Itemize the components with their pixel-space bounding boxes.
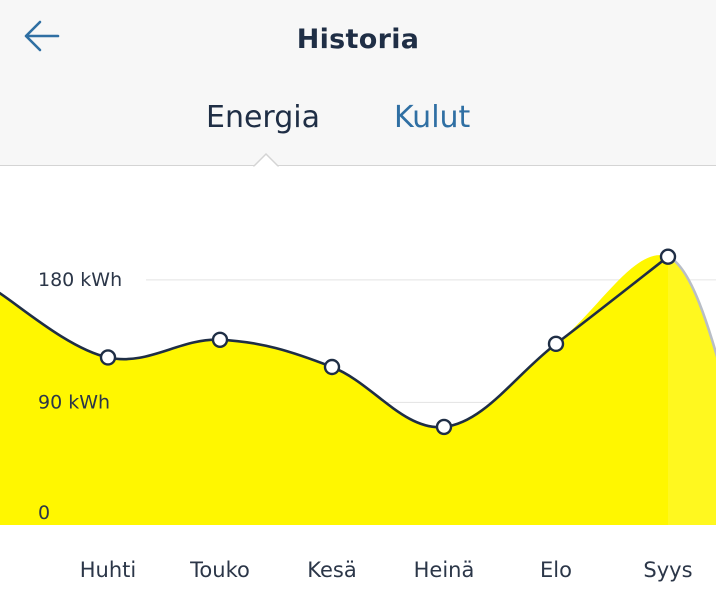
x-tick-label: Kesä bbox=[307, 558, 356, 582]
x-tick-label: Touko bbox=[189, 558, 250, 582]
arrow-left-icon bbox=[24, 20, 60, 52]
energy-chart: 0 90 kWh 180 kWh Huhti Touko Kesä Heinä Elo Syys bbox=[0, 166, 716, 582]
x-tick-label: Syys bbox=[643, 558, 692, 582]
data-point bbox=[435, 418, 453, 436]
y-tick-label: 180 kWh bbox=[38, 269, 122, 291]
x-tick-label: Heinä bbox=[414, 558, 475, 582]
data-point bbox=[211, 331, 229, 348]
area-fill bbox=[0, 255, 716, 525]
data-point bbox=[323, 358, 341, 376]
selected-tab-pointer bbox=[253, 152, 279, 168]
x-tick-label: Huhti bbox=[80, 558, 136, 582]
page-title: Historia bbox=[296, 24, 420, 55]
data-point bbox=[547, 335, 565, 353]
data-point bbox=[99, 349, 117, 366]
back-button[interactable] bbox=[18, 14, 66, 58]
app-header: Historia Energia Kulut bbox=[0, 0, 716, 166]
series-line-future bbox=[667, 255, 716, 358]
data-point bbox=[659, 248, 677, 265]
x-tick-label: Elo bbox=[540, 558, 572, 582]
future-overlay bbox=[668, 166, 716, 525]
y-tick-label: 90 kWh bbox=[38, 391, 110, 413]
tab-kulut[interactable]: Kulut bbox=[394, 100, 471, 135]
tab-energia[interactable]: Energia bbox=[206, 100, 320, 135]
y-tick-label: 0 bbox=[38, 502, 50, 524]
